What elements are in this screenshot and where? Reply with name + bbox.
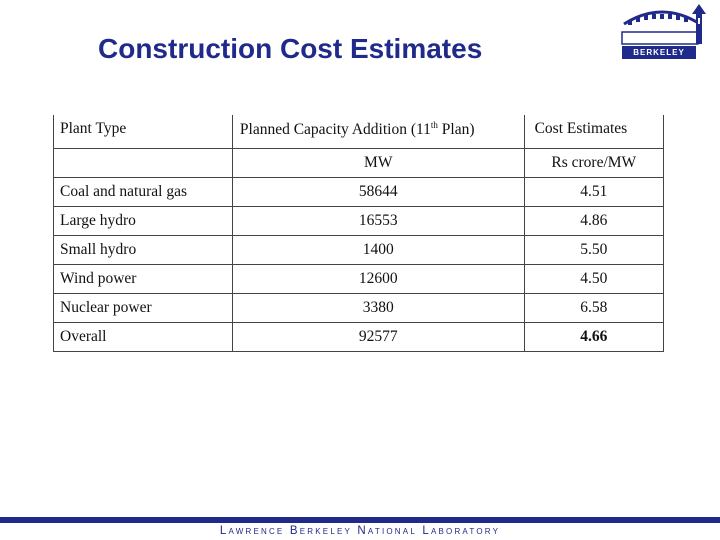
header-capacity-sup: th (430, 120, 438, 130)
row-cost: 6.58 (523, 293, 665, 323)
units-plant-type (53, 148, 233, 178)
slide-title: Construction Cost Estimates (98, 33, 483, 64)
row-cost: 5.50 (523, 235, 665, 265)
row-plant-type: Coal and natural gas (53, 177, 233, 207)
table-units-row: MW Rs crore/MW (53, 148, 665, 178)
header-capacity: Planned Capacity Addition (11th Plan) (231, 115, 525, 149)
units-cost: Rs crore/MW (523, 148, 665, 178)
row-capacity: 1400 (231, 235, 525, 265)
header-capacity-suffix: Plan) (437, 121, 475, 138)
footer-lab-name: Lawrence Berkeley National Laboratory (140, 525, 580, 540)
row-plant-type: Large hydro (53, 206, 233, 236)
table-header-row: Plant Type Planned Capacity Addition (11… (53, 115, 665, 149)
row-plant-type: Overall (53, 322, 233, 352)
row-cost: 4.86 (523, 206, 665, 236)
table-row: Large hydro 16553 4.86 (53, 206, 665, 236)
row-capacity: 12600 (231, 264, 525, 294)
header-cost: Cost Estimates (523, 115, 665, 149)
header-plant-type: Plant Type (53, 115, 233, 149)
table-row: Coal and natural gas 58644 4.51 (53, 177, 665, 207)
units-capacity: MW (231, 148, 525, 178)
footer-bar (0, 517, 720, 523)
row-capacity: 58644 (231, 177, 525, 207)
row-plant-type: Nuclear power (53, 293, 233, 323)
row-plant-type: Small hydro (53, 235, 233, 265)
cost-estimates-table: Plant Type Planned Capacity Addition (11… (53, 115, 665, 352)
table-row: Wind power 12600 4.50 (53, 264, 665, 294)
table-row: Nuclear power 3380 6.58 (53, 293, 665, 323)
row-capacity: 92577 (231, 322, 525, 352)
row-cost: 4.50 (523, 264, 665, 294)
row-plant-type: Wind power (53, 264, 233, 294)
row-capacity: 3380 (231, 293, 525, 323)
row-cost: 4.51 (523, 177, 665, 207)
table-row-overall: Overall 92577 4.66 (53, 322, 665, 352)
row-capacity: 16553 (231, 206, 525, 236)
table-row: Small hydro 1400 5.50 (53, 235, 665, 265)
berkeley-lab-logo (621, 4, 706, 45)
header-capacity-prefix: Planned Capacity Addition (11 (239, 121, 431, 138)
logo-text: BERKELEY LAB (622, 46, 696, 70)
row-cost: 4.66 (523, 322, 665, 352)
